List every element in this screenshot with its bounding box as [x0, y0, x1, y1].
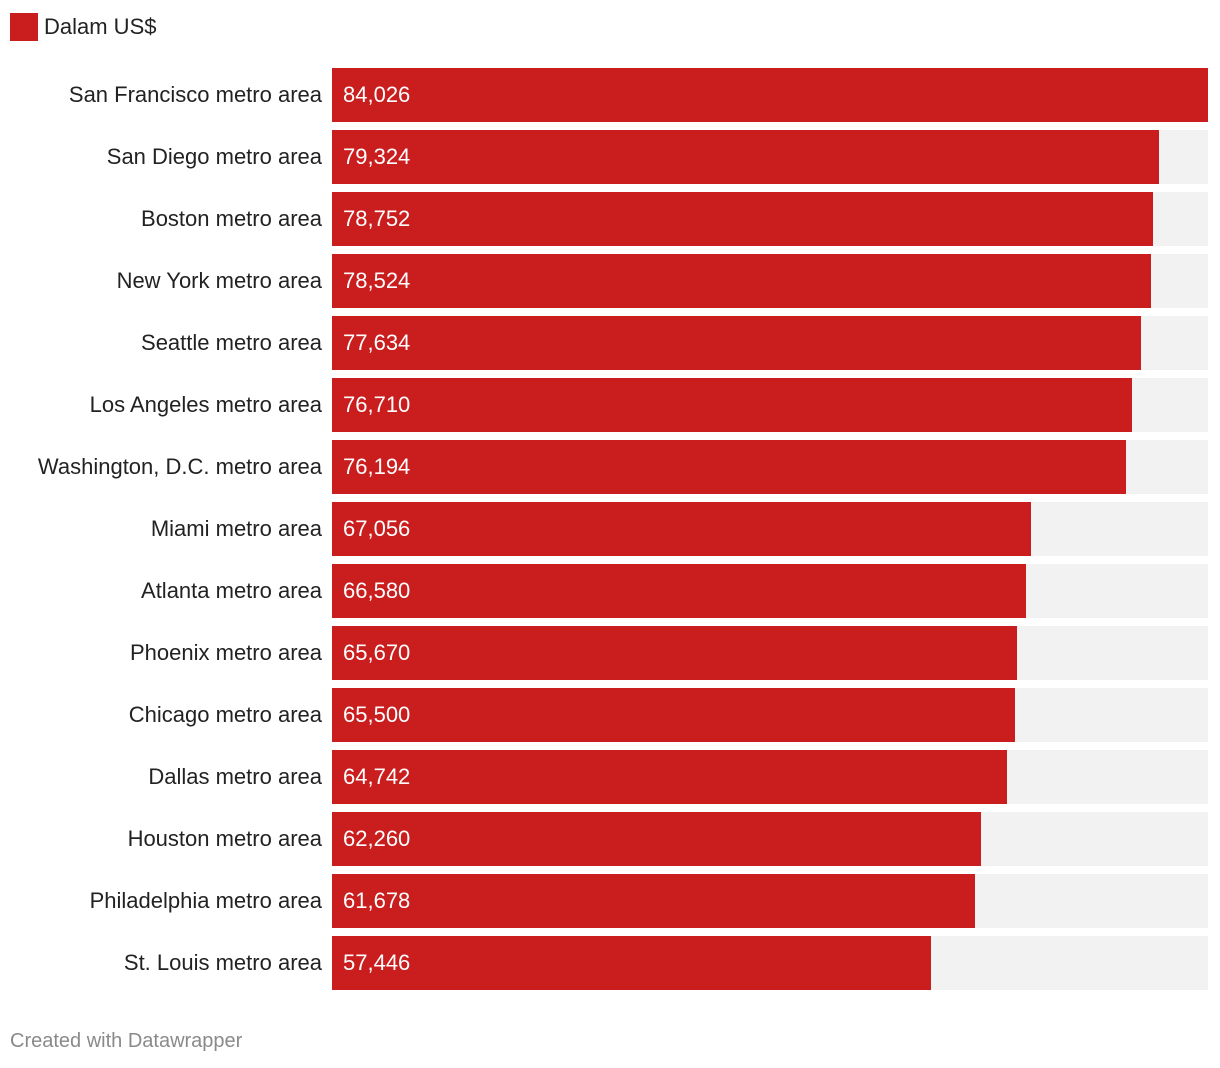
legend-swatch — [10, 13, 38, 41]
category-label: San Francisco metro area — [68, 82, 322, 107]
bar — [332, 750, 1007, 804]
value-label: 62,260 — [343, 826, 411, 851]
bar — [332, 688, 1015, 742]
bar — [332, 874, 975, 928]
legend: Dalam US$ — [10, 12, 156, 42]
bar — [332, 626, 1017, 680]
bar — [332, 254, 1151, 308]
category-label: Los Angeles metro area — [89, 392, 322, 417]
category-label: Chicago metro area — [128, 702, 322, 727]
category-label: Washington, D.C. metro area — [37, 454, 322, 479]
value-label: 77,634 — [343, 330, 411, 355]
value-label: 67,056 — [343, 516, 411, 541]
category-label: New York metro area — [116, 268, 322, 293]
value-label: 65,670 — [343, 640, 411, 665]
category-label: Phoenix metro area — [130, 640, 322, 665]
bar — [332, 564, 1026, 618]
bar — [332, 192, 1153, 246]
legend-label: Dalam US$ — [44, 14, 157, 39]
datawrapper-credit: Created with Datawrapper — [10, 1030, 243, 1052]
bar — [332, 130, 1159, 184]
bar — [332, 812, 981, 866]
value-label: 79,324 — [343, 144, 411, 169]
value-label: 78,752 — [343, 206, 411, 231]
category-label: Dallas metro area — [148, 764, 322, 789]
value-label: 76,194 — [343, 454, 411, 479]
category-label: Atlanta metro area — [141, 578, 322, 603]
value-label: 65,500 — [343, 702, 411, 727]
category-label: St. Louis metro area — [123, 950, 322, 975]
bar — [332, 936, 931, 990]
value-label: 64,742 — [343, 764, 411, 789]
category-label: Seattle metro area — [141, 330, 322, 355]
category-label: San Diego metro area — [106, 144, 322, 169]
bar — [332, 378, 1132, 432]
category-label: Philadelphia metro area — [89, 888, 322, 913]
value-label: 66,580 — [343, 578, 411, 603]
category-label: Miami metro area — [150, 516, 322, 541]
value-label: 78,524 — [343, 268, 411, 293]
bar — [332, 316, 1141, 370]
category-label: Houston metro area — [127, 826, 322, 851]
value-label: 84,026 — [343, 82, 411, 107]
value-label: 76,710 — [343, 392, 411, 417]
bar — [332, 440, 1126, 494]
category-label: Boston metro area — [141, 206, 322, 231]
bar — [332, 502, 1031, 556]
value-label: 57,446 — [343, 950, 411, 975]
bar — [332, 68, 1208, 122]
value-label: 61,678 — [343, 888, 411, 913]
